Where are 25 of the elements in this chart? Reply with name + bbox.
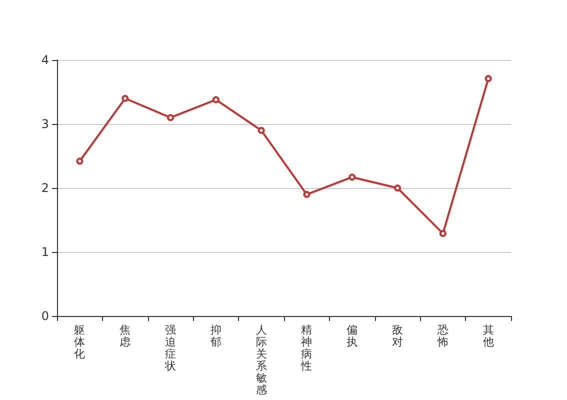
x-tick-label: 精神病性 <box>300 324 312 372</box>
x-tick-label: 焦虑 <box>120 324 131 348</box>
x-tick-label: 敌对 <box>392 324 403 348</box>
x-tick-label: 躯体化 <box>74 324 86 360</box>
point <box>394 184 401 192</box>
y-tick-label: 3 <box>41 117 49 131</box>
point <box>122 94 129 102</box>
y-tick-label: 1 <box>41 245 49 259</box>
point <box>484 75 492 82</box>
y-tick-label: 2 <box>41 181 49 195</box>
x-tick-label: 偏执 <box>346 324 358 348</box>
y-tick-label: 0 <box>41 309 49 323</box>
x-tick-label: 抑郁 <box>210 324 222 348</box>
point <box>303 190 310 198</box>
x-tick-label: 人际关系敏感 <box>256 324 267 396</box>
y-tick-label: 4 <box>41 53 49 67</box>
point <box>348 174 356 181</box>
point <box>258 126 265 134</box>
x-tick-label: 其他 <box>482 324 494 348</box>
x-tick-label: 强迫症状 <box>164 324 176 372</box>
point <box>439 230 446 237</box>
x-tick-label: 恐怖 <box>436 324 448 348</box>
point <box>167 114 174 122</box>
point <box>212 96 220 104</box>
point <box>76 158 84 165</box>
